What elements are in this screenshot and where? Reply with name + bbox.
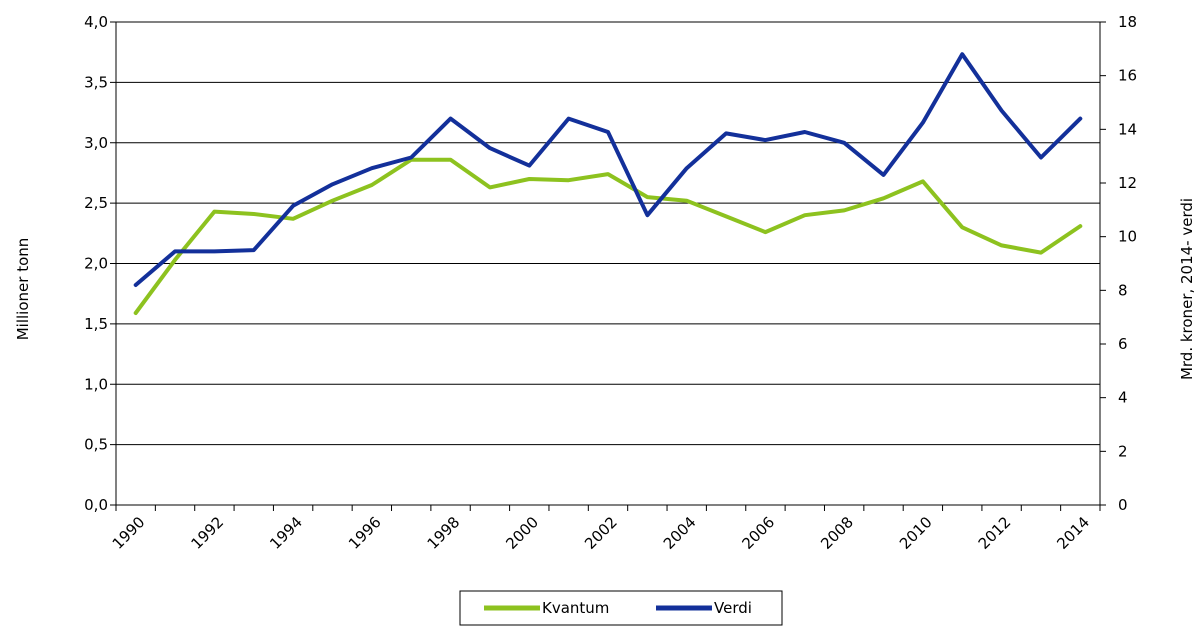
y-tick-label: 0,5 [84, 436, 108, 454]
series-line-kvantum [133, 157, 1083, 315]
y-tick-label: 3,5 [84, 73, 108, 91]
series-line-verdi [133, 52, 1083, 287]
x-tick-label: 2006 [739, 513, 779, 553]
x-tick-label: 1994 [266, 513, 306, 553]
y-tick-label: 1,0 [84, 375, 108, 393]
y-tick-label: 4,0 [84, 13, 108, 31]
y-tick-label: 2,0 [84, 255, 108, 273]
legend-label-verdi: Verdi [714, 599, 752, 617]
legend-label-kvantum: Kvantum [542, 599, 609, 617]
x-tick-label: 2002 [581, 513, 621, 553]
right-axis-ticks: 0 2 4 6 8 10 12 14 16 18 [1100, 13, 1137, 514]
y2-tick-label: 16 [1118, 67, 1137, 85]
gridlines [116, 21, 1100, 506]
left-axis-ticks: 0,0 0,5 1,0 1,5 2,0 2,5 3,0 3,5 4,0 [84, 13, 116, 514]
x-tick-label: 2014 [1053, 513, 1093, 553]
series-lines [133, 52, 1083, 315]
y2-tick-label: 10 [1118, 228, 1137, 246]
y-tick-label: 3,0 [84, 134, 108, 152]
x-tick-label: 1992 [187, 513, 227, 553]
x-tick-label: 2000 [502, 513, 542, 553]
y-tick-label: 2,5 [84, 194, 108, 212]
y-tick-label: 0,0 [84, 496, 108, 514]
y2-tick-label: 2 [1118, 442, 1128, 460]
x-tick-label: 2008 [817, 513, 857, 553]
y2-axis-label: Mrd. kroner, 2014- verdi [1178, 198, 1196, 380]
y2-tick-label: 4 [1118, 389, 1128, 407]
x-tick-label: 1998 [424, 513, 464, 553]
y2-tick-label: 18 [1118, 13, 1137, 31]
x-tick-label: 2010 [896, 513, 936, 553]
y2-tick-label: 0 [1118, 496, 1128, 514]
y-tick-label: 1,5 [84, 315, 108, 333]
y2-tick-label: 12 [1118, 174, 1137, 192]
y2-tick-label: 6 [1118, 335, 1128, 353]
y-axis-label: Millioner tonn [14, 238, 32, 341]
legend: Kvantum Verdi [459, 590, 783, 626]
x-tick-label: 2004 [660, 513, 700, 553]
y2-tick-label: 8 [1118, 281, 1128, 299]
y2-tick-label: 14 [1118, 120, 1137, 138]
x-axis-ticks: 1990 1992 1994 1996 1998 2000 2002 2004 2006 2008… [109, 505, 1101, 553]
x-tick-label: 1990 [109, 513, 149, 553]
x-tick-label: 1996 [345, 513, 385, 553]
x-tick-label: 2012 [975, 513, 1015, 553]
